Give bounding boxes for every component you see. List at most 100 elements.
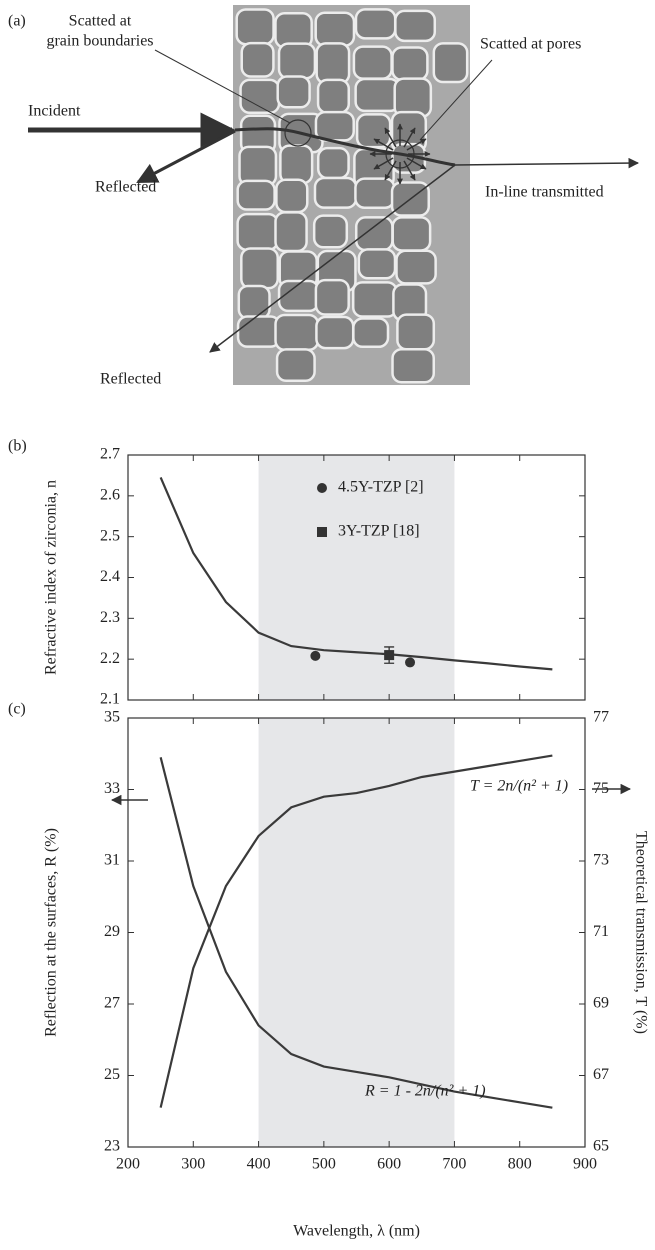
annotation: Scatted at pores [480, 36, 581, 53]
grain [239, 78, 281, 114]
grain [395, 249, 437, 285]
y2-tick-label: 73 [593, 852, 609, 869]
x-tick-label: 300 [181, 1156, 205, 1173]
panel-label: (a) [8, 13, 26, 30]
transmitted-arrow [454, 157, 640, 169]
grain [351, 281, 398, 318]
y2-tick-label: 65 [593, 1138, 609, 1155]
data-point [384, 650, 395, 661]
reflected-arrow [136, 129, 236, 184]
grain [355, 113, 392, 149]
grain [314, 110, 355, 142]
beam-path [234, 127, 456, 167]
y2-tick-label: 67 [593, 1066, 609, 1083]
x-tick-label: 800 [508, 1156, 532, 1173]
y-tick-label: 31 [104, 852, 120, 869]
grain [314, 278, 350, 316]
grain [236, 212, 279, 252]
scatter-ray [406, 138, 427, 151]
y-tick-label: 2.7 [100, 446, 120, 463]
grain [237, 284, 271, 320]
annotation: R = 1 - 2n/(n² + 1) [364, 1083, 486, 1100]
x-tick-label: 900 [573, 1156, 597, 1173]
grain [391, 216, 432, 252]
grain [316, 146, 350, 180]
grain [236, 179, 276, 211]
grain [354, 216, 394, 252]
grain [274, 313, 320, 352]
y-tick-label: 2.4 [100, 568, 120, 585]
grain-boundary-circle [284, 119, 312, 147]
plot-frame [127, 717, 586, 1148]
y-tick-label: 2.5 [100, 527, 120, 544]
x-tick-label: 200 [116, 1156, 140, 1173]
charts: 2.1 2.2 2.3 2.4 2.5 2.6 2.7 (b) Refractive index… [8, 438, 649, 1240]
scatter-ray [384, 160, 397, 181]
annotation: Incident [28, 103, 81, 120]
line-series [159, 757, 553, 1109]
grain [238, 145, 278, 187]
grain [235, 8, 275, 46]
grain [279, 144, 314, 185]
x-tick-label: 500 [312, 1156, 336, 1173]
y-tick-label: 25 [104, 1066, 120, 1083]
back-reflected-arrow [209, 164, 456, 353]
scatter-ray [403, 160, 416, 181]
grain [236, 315, 281, 348]
y-tick-label: 2.6 [100, 487, 120, 504]
grain [391, 348, 436, 384]
y-tick-label: 2.2 [100, 650, 120, 667]
y2-tick-label: 71 [593, 923, 609, 940]
grain [357, 248, 397, 280]
grain [276, 75, 311, 109]
grain [275, 178, 309, 214]
y-axis-title: Refractive index of zirconia, n [43, 480, 60, 675]
micrograph [233, 5, 470, 385]
legend-label: 4.5Y-TZP [2] [338, 479, 424, 496]
leader-line [154, 49, 291, 124]
y-tick-label: 27 [104, 995, 120, 1012]
scatter-ray [403, 127, 416, 148]
grain [314, 11, 356, 47]
leader-line [419, 59, 493, 141]
legend-label: 3Y-TZP [18] [338, 523, 420, 540]
grain [274, 211, 308, 253]
grain [432, 42, 469, 84]
annotation: T = 2n/(n² + 1) [470, 778, 568, 795]
line-series [159, 754, 553, 1108]
grain [316, 78, 351, 115]
x-axis-title: Wavelength, λ (nm) [293, 1223, 420, 1240]
legend-marker [317, 527, 327, 537]
panel-label: (c) [8, 701, 26, 718]
grain [240, 41, 275, 78]
grain [274, 12, 313, 49]
data-point [310, 650, 321, 661]
grain [277, 279, 320, 313]
annotation: In-line transmitted [485, 184, 604, 201]
scatter-ray [373, 157, 394, 170]
y2-tick-label: 77 [593, 709, 609, 726]
scatter-rays [369, 123, 431, 185]
grain [354, 77, 401, 113]
panel-label: (b) [8, 438, 27, 455]
grain [315, 315, 355, 350]
y2-tick-label: 69 [593, 995, 609, 1012]
diagram [28, 49, 640, 353]
y-tick-label: 2.3 [100, 609, 120, 626]
y-tick-label: 23 [104, 1138, 120, 1155]
x-tick-label: 600 [377, 1156, 401, 1173]
legend-marker [317, 483, 327, 493]
annotation: Reflected [100, 371, 161, 388]
annotation: grain boundaries [46, 33, 153, 50]
grain [275, 348, 316, 382]
grain [352, 45, 393, 80]
grain [312, 214, 349, 249]
data-point [405, 657, 416, 668]
y-tick-label: 33 [104, 780, 120, 797]
y-tick-label: 35 [104, 709, 120, 726]
scatter-ray [373, 138, 394, 151]
y2-axis-title: Theoretical transmission, T (%) [632, 831, 649, 1034]
scatter-ray [406, 157, 427, 170]
grain [240, 247, 279, 290]
highlight-band [258, 455, 455, 700]
